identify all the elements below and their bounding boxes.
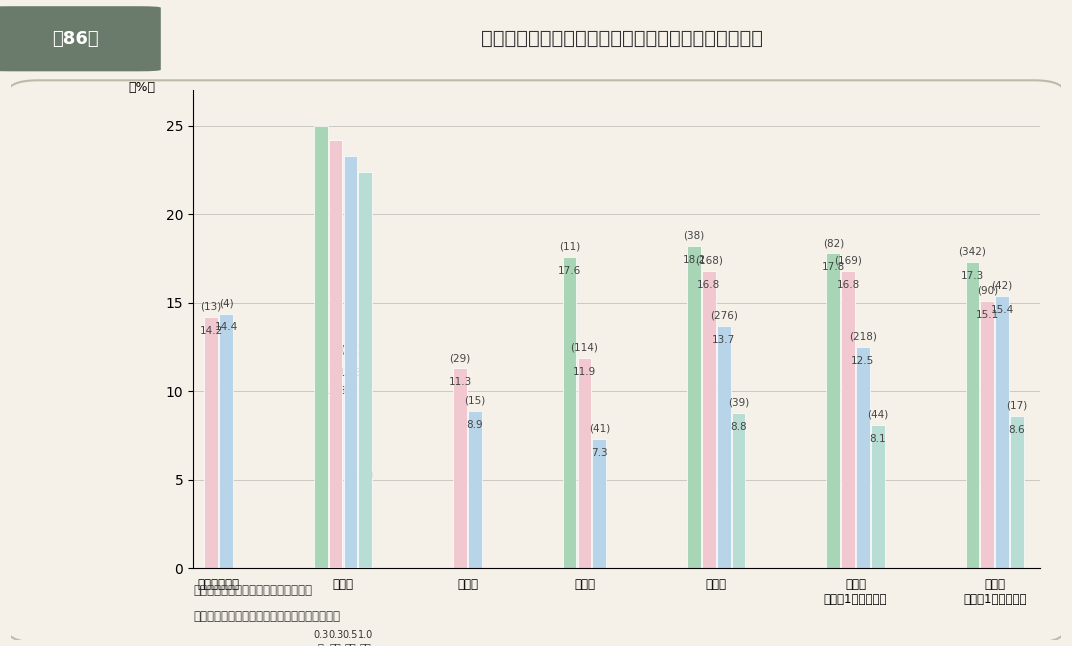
Text: 14.2: 14.2 [199, 326, 223, 336]
Bar [1010, 416, 1024, 568]
Text: (218): (218) [849, 332, 877, 342]
Text: (39): (39) [728, 397, 749, 408]
Text: (11): (11) [559, 242, 580, 251]
Text: 第86図: 第86図 [51, 30, 99, 48]
Text: 8.6: 8.6 [1009, 425, 1025, 435]
Bar [329, 140, 342, 568]
Text: 6.0: 6.0 [357, 471, 373, 481]
Text: (13): (13) [200, 302, 222, 312]
Text: 団体規模別財政力指数段階別の実質公債費比率の状況: 団体規模別財政力指数段階別の実質公債費比率の状況 [480, 29, 763, 48]
Bar [578, 358, 592, 568]
Text: 1.0
以上: 1.0 以上 [358, 630, 373, 646]
Text: 11.3: 11.3 [448, 377, 472, 387]
Bar [329, 377, 342, 568]
Text: (42): (42) [992, 280, 1013, 291]
Text: 14.4: 14.4 [214, 322, 238, 333]
Text: (168): (168) [695, 256, 723, 266]
Text: (169): (169) [834, 256, 862, 266]
Bar [717, 326, 730, 568]
Text: 11.8: 11.8 [339, 368, 362, 379]
Text: (15): (15) [464, 395, 486, 406]
Bar [593, 439, 606, 568]
Text: (114): (114) [570, 342, 598, 353]
Text: 17.3: 17.3 [961, 271, 984, 281]
Text: 0.3
未
満: 0.3 未 満 [313, 630, 328, 646]
Text: （注）１　比率は、加重平均である。: （注）１ 比率は、加重平均である。 [193, 585, 312, 598]
Bar [205, 317, 218, 568]
Bar [702, 271, 716, 568]
Text: (276): (276) [710, 311, 738, 320]
Bar [219, 313, 233, 568]
Bar [314, 126, 328, 568]
Text: 15.1: 15.1 [976, 310, 999, 320]
Bar [358, 172, 372, 568]
Bar [358, 463, 372, 568]
Text: (82): (82) [822, 238, 844, 248]
Text: (38): (38) [683, 231, 704, 241]
Text: 8.9: 8.9 [466, 420, 483, 430]
Y-axis label: （%）: （%） [129, 81, 155, 94]
Text: (41): (41) [589, 424, 610, 434]
Text: 16.8: 16.8 [697, 280, 720, 290]
FancyBboxPatch shape [0, 6, 161, 71]
Text: 8.1: 8.1 [869, 434, 887, 444]
Text: ２　（　）内の数値は、団体数である。: ２ （ ）内の数値は、団体数である。 [193, 610, 340, 623]
Bar [870, 425, 884, 568]
Text: 11.9: 11.9 [572, 367, 596, 377]
Text: (17): (17) [1007, 401, 1028, 411]
Text: 15.4: 15.4 [991, 305, 1014, 315]
Bar [687, 246, 701, 568]
Text: (342): (342) [958, 247, 986, 257]
Text: (44): (44) [867, 410, 889, 420]
Bar [842, 271, 855, 568]
Text: 16.8: 16.8 [836, 280, 860, 290]
Bar [468, 411, 481, 568]
Text: 0.3
以上
0.5
未満: 0.3 以上 0.5 未満 [328, 630, 343, 646]
Bar [344, 360, 357, 568]
Text: 7.3: 7.3 [591, 448, 608, 458]
Text: 18.2: 18.2 [683, 255, 705, 265]
Bar [857, 347, 869, 568]
Bar [827, 253, 840, 568]
Bar [344, 156, 357, 568]
Text: (7): (7) [358, 447, 373, 457]
Bar [563, 257, 577, 568]
Text: (4): (4) [219, 298, 234, 308]
Bar [453, 368, 467, 568]
Bar [966, 262, 980, 568]
Text: 8.8: 8.8 [730, 422, 747, 432]
Text: 12.5: 12.5 [851, 356, 875, 366]
Bar [981, 301, 994, 568]
Text: 10.8: 10.8 [324, 386, 347, 396]
Text: 13.7: 13.7 [712, 335, 735, 345]
Bar [995, 296, 1009, 568]
Text: (1): (1) [328, 362, 343, 372]
Bar [732, 413, 745, 568]
Text: (29): (29) [449, 353, 471, 363]
Text: 17.6: 17.6 [559, 266, 581, 276]
Text: (90): (90) [977, 286, 998, 296]
Text: (27): (27) [340, 344, 361, 354]
Text: 17.8: 17.8 [821, 262, 845, 272]
Text: 0.5
以上
1.0
未満: 0.5 以上 1.0 未満 [343, 630, 358, 646]
